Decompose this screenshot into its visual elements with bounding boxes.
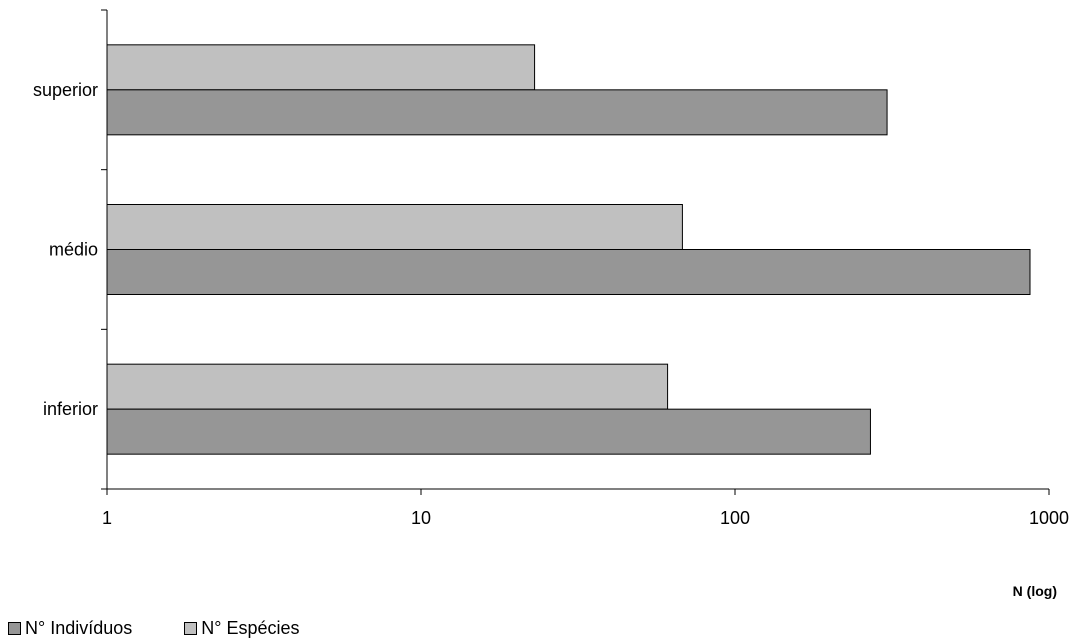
x-axis-labels: 1 10 100 1000 <box>102 508 1069 528</box>
y-axis-labels: superior médio inferior <box>33 80 98 419</box>
x-tick-label: 1000 <box>1029 508 1069 528</box>
bar-individuos-1 <box>106 249 1031 295</box>
x-axis-title: N (log) <box>1013 583 1057 599</box>
x-tick-label: 100 <box>720 508 750 528</box>
x-tick-label: 10 <box>411 508 431 528</box>
bar-individuos-2 <box>106 408 871 455</box>
bars-group <box>106 44 1031 455</box>
chart-area: superior médio inferior 1 10 100 1000 N (log) <box>33 9 1069 599</box>
legend-label-especies: N° Espécies <box>201 618 300 638</box>
legend: N° Indivíduos N° Espécies <box>8 618 300 639</box>
legend-swatch-individuos <box>8 622 21 635</box>
bar-especies-2 <box>106 363 669 410</box>
x-tick-label: 1 <box>102 508 112 528</box>
y-axis-ticks <box>101 9 107 490</box>
bar-individuos-0 <box>106 89 888 136</box>
legend-label-individuos: N° Indivíduos <box>25 618 133 638</box>
bar-especies-1 <box>106 204 683 250</box>
legend-item-individuos: N° Indivíduos <box>8 618 132 639</box>
bar-especies-0 <box>106 44 536 91</box>
y-tick-label: superior <box>33 80 98 100</box>
legend-item-especies: N° Espécies <box>184 618 300 639</box>
x-axis-ticks <box>106 489 1050 495</box>
legend-swatch-especies <box>184 622 198 635</box>
y-tick-label: médio <box>49 240 98 260</box>
y-tick-label: inferior <box>43 399 98 419</box>
